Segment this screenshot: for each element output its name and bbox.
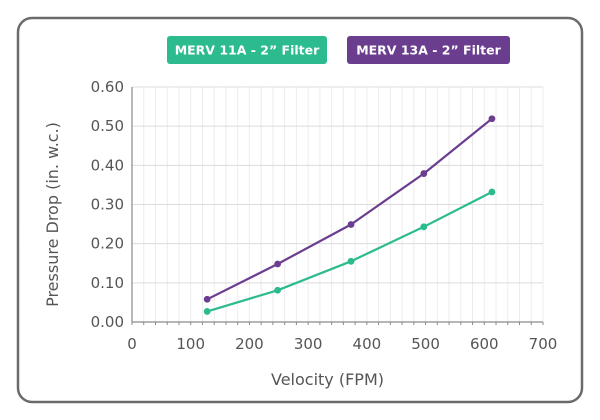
- x-axis-title: Velocity (FPM): [271, 370, 384, 389]
- data-point: [488, 115, 496, 123]
- x-tick-label: 200: [235, 335, 264, 353]
- x-tick-label: 100: [176, 335, 205, 353]
- data-point: [203, 295, 211, 303]
- x-tick-label: 600: [470, 335, 499, 353]
- x-tick-label: 400: [353, 335, 382, 353]
- data-point: [274, 260, 282, 268]
- y-tick-label: 0.60: [91, 78, 124, 96]
- x-tick-label: 0: [127, 335, 137, 353]
- data-point: [203, 308, 211, 315]
- y-tick-label: 0.50: [91, 117, 124, 135]
- y-tick-label: 0.10: [91, 274, 124, 292]
- data-point: [347, 257, 355, 265]
- data-point: [488, 188, 496, 196]
- legend-label-1: MERV 11A - 2” Filter: [175, 43, 320, 58]
- data-point: [274, 286, 282, 294]
- y-axis-title: Pressure Drop (in. w.c.): [43, 122, 62, 307]
- y-tick-label: 0.30: [91, 196, 124, 214]
- chart-frame: [16, 16, 584, 404]
- series-group: [203, 115, 496, 315]
- data-point: [347, 221, 355, 228]
- axes: 0.00 0.10 0.20 0.30 0.40 0.50 0.60 0 100 200 300 40…: [43, 78, 557, 389]
- legend: MERV 11A - 2” Filter MERV 13A - 2” Filter: [167, 36, 510, 64]
- y-tick-label: 0.20: [91, 235, 124, 253]
- legend-label-2: MERV 13A - 2” Filter: [356, 43, 501, 58]
- data-point: [420, 223, 428, 231]
- y-tick-label: 0.40: [91, 156, 124, 174]
- legend-swatch-1: [167, 36, 327, 64]
- x-tick-label: 700: [529, 335, 558, 353]
- data-point: [420, 170, 428, 177]
- legend-swatch-2: [347, 36, 510, 64]
- x-tick-label: 300: [294, 335, 323, 353]
- y-tick-label: 0.00: [91, 313, 124, 331]
- x-tick-label: 500: [411, 335, 440, 353]
